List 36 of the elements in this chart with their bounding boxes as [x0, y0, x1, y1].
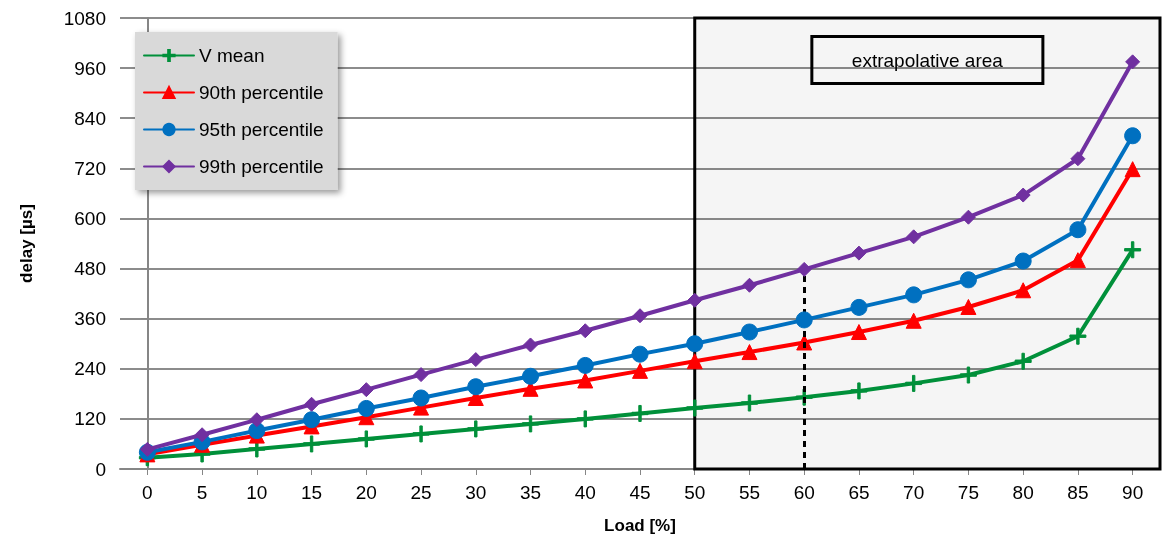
x-tick-label: 85: [1067, 482, 1089, 503]
x-tick-label: 70: [903, 482, 925, 503]
y-tick-label: 120: [74, 408, 106, 430]
y-tick-label: 840: [74, 107, 106, 129]
x-tick-label: 50: [684, 482, 706, 503]
x-tick-label: 45: [629, 482, 651, 503]
x-tick-label: 75: [957, 482, 979, 503]
x-tick-label: 15: [301, 482, 323, 503]
y-tick-label: 360: [74, 308, 106, 330]
y-tick-label: 720: [74, 157, 106, 179]
x-tick-label: 80: [1012, 482, 1034, 503]
y-tick-label: 240: [74, 358, 106, 380]
y-tick-label: 960: [74, 57, 106, 79]
x-tick-label: 10: [246, 482, 268, 503]
band-label: extrapolative area: [851, 49, 1004, 71]
legend-label: 95th percentile: [199, 119, 324, 140]
x-tick-label: 55: [738, 482, 761, 503]
x-tick-label: 60: [793, 482, 815, 503]
x-axis-title: Load [%]: [604, 516, 676, 535]
x-tick-label: 20: [355, 482, 377, 503]
x-tick-label: 90: [1122, 482, 1144, 503]
x-tick-label: 5: [196, 482, 208, 503]
legend-label: V mean: [199, 45, 265, 66]
x-tick-label: 35: [519, 482, 542, 503]
legend-label: 90th percentile: [199, 82, 324, 103]
y-tick-label: 1080: [63, 7, 106, 29]
x-tick-label: 65: [848, 482, 870, 503]
y-axis-title: delay [µs]: [17, 204, 36, 283]
legend-label: 99th percentile: [199, 156, 324, 177]
x-tick-label: 40: [574, 482, 596, 503]
x-tick-label: 0: [142, 482, 153, 503]
x-tick-label: 30: [465, 482, 487, 503]
x-tick-label: 25: [410, 482, 432, 503]
y-tick-label: 480: [74, 258, 106, 280]
y-tick-label: 600: [74, 207, 106, 229]
y-tick-label: 0: [95, 458, 106, 480]
